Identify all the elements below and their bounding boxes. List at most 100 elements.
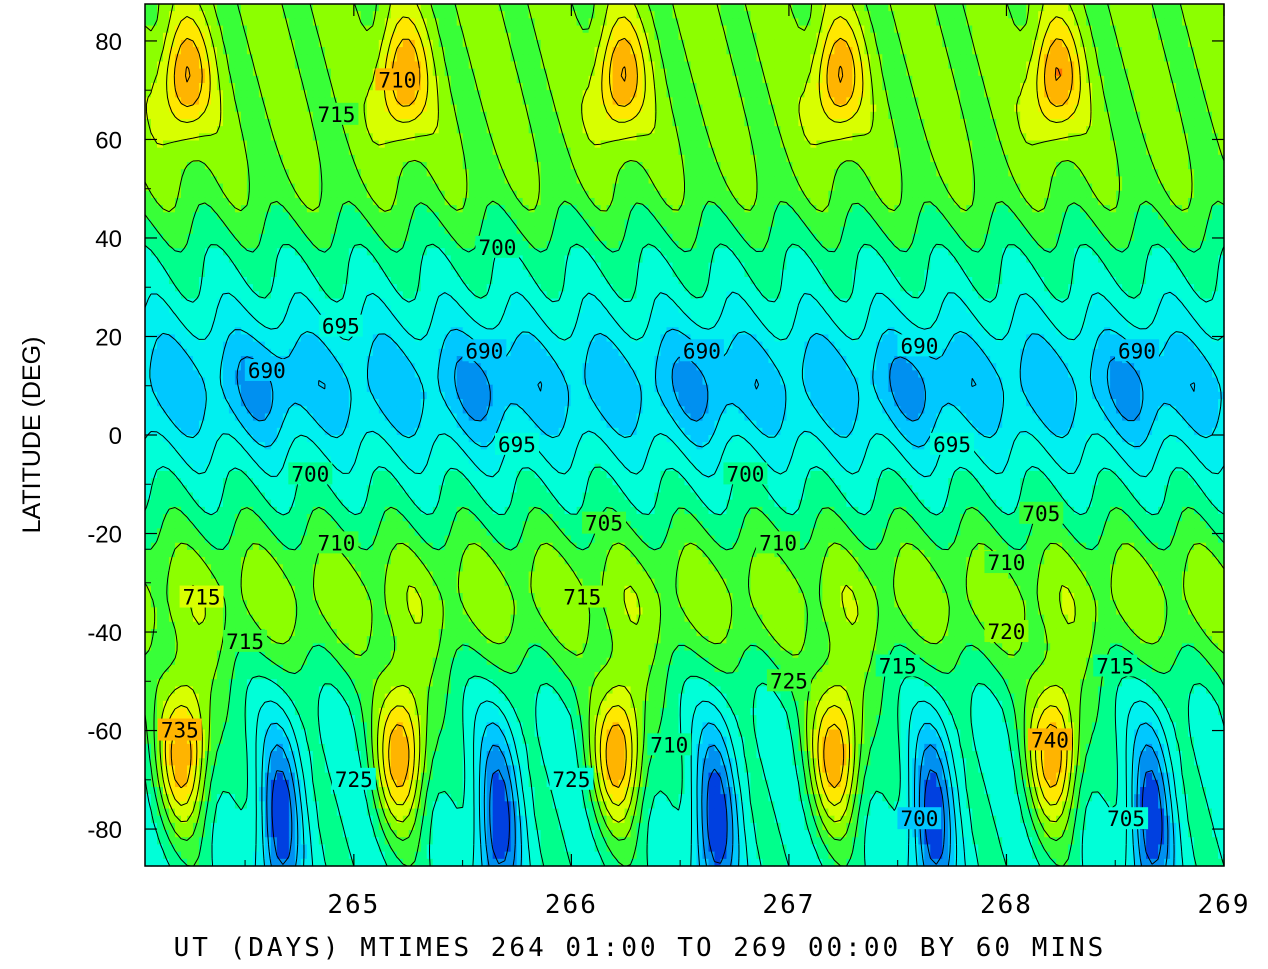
field-cell xyxy=(1008,90,1015,98)
field-cell xyxy=(576,183,584,192)
field-cell xyxy=(1050,83,1057,91)
field-cell xyxy=(666,61,674,70)
field-cell xyxy=(684,140,692,149)
field-cell xyxy=(1026,18,1033,27)
field-cell xyxy=(672,147,680,156)
field-cell xyxy=(1104,140,1111,149)
field-cell xyxy=(306,68,314,77)
field-cell xyxy=(258,39,266,48)
field-cell xyxy=(1050,97,1057,106)
field-cell xyxy=(1134,147,1141,156)
field-cell xyxy=(828,68,835,77)
field-cell xyxy=(600,4,608,12)
field-cell xyxy=(156,104,164,113)
field-cell xyxy=(714,118,722,127)
field-cell xyxy=(576,197,584,206)
field-cell xyxy=(198,61,206,70)
field-cell xyxy=(528,140,536,149)
field-cell xyxy=(984,176,991,185)
field-cell xyxy=(678,75,686,84)
field-cell xyxy=(1080,4,1087,12)
field-cell xyxy=(282,176,290,185)
field-cell xyxy=(312,83,320,91)
field-cell xyxy=(744,83,752,91)
field-cell xyxy=(720,97,728,106)
field-cell xyxy=(492,83,500,91)
field-cell xyxy=(486,183,494,192)
field-cell xyxy=(786,133,793,142)
field-cell xyxy=(582,18,590,27)
field-cell xyxy=(342,39,350,48)
field-cell xyxy=(882,147,889,156)
field-cell xyxy=(264,118,272,127)
field-cell xyxy=(948,18,955,27)
field-cell xyxy=(180,154,188,163)
field-cell xyxy=(996,190,1003,199)
field-cell xyxy=(726,4,734,12)
field-cell xyxy=(468,190,476,199)
field-cell xyxy=(612,90,620,98)
field-cell xyxy=(792,162,799,170)
field-cell xyxy=(1128,169,1135,177)
field-cell xyxy=(1026,97,1033,106)
field-cell xyxy=(768,90,776,98)
field-cell xyxy=(1062,162,1069,170)
field-cell xyxy=(342,169,350,177)
field-cell xyxy=(924,111,931,120)
field-cell xyxy=(1098,176,1105,185)
field-cell xyxy=(900,97,907,106)
field-cell xyxy=(1002,54,1009,63)
field-cell xyxy=(1128,61,1135,70)
field-cell xyxy=(240,18,248,27)
field-cell xyxy=(882,75,889,84)
field-cell xyxy=(1134,176,1141,185)
field-cell xyxy=(978,39,985,48)
field-cell xyxy=(168,68,176,77)
field-cell xyxy=(210,147,218,156)
field-cell xyxy=(1128,83,1135,91)
field-cell xyxy=(654,90,662,98)
field-cell xyxy=(1014,4,1021,12)
field-cell xyxy=(486,75,494,84)
field-cell xyxy=(1206,126,1213,134)
field-cell xyxy=(330,32,338,41)
field-cell xyxy=(798,133,805,142)
field-cell xyxy=(678,190,686,199)
field-cell xyxy=(222,97,230,106)
field-cell xyxy=(594,118,602,127)
field-cell xyxy=(654,176,662,185)
field-cell xyxy=(810,183,817,192)
field-cell xyxy=(546,54,554,63)
field-cell xyxy=(300,11,308,19)
field-cell xyxy=(492,25,500,34)
field-cell xyxy=(1200,126,1207,134)
field-cell xyxy=(1128,118,1135,127)
field-cell xyxy=(816,11,823,19)
field-cell xyxy=(180,176,188,185)
field-cell xyxy=(594,68,602,77)
field-cell xyxy=(954,118,961,127)
field-cell xyxy=(696,169,704,177)
field-cell xyxy=(582,47,590,55)
field-cell xyxy=(996,104,1003,113)
field-cell xyxy=(636,126,644,134)
field-cell xyxy=(1056,39,1063,48)
field-cell xyxy=(594,39,602,48)
field-cell xyxy=(552,190,560,199)
field-cell xyxy=(732,68,740,77)
field-cell xyxy=(636,197,644,206)
field-cell xyxy=(480,39,488,48)
field-cell xyxy=(1080,25,1087,34)
field-cell xyxy=(768,133,776,142)
field-cell xyxy=(750,169,758,177)
field-cell xyxy=(540,75,548,84)
field-cell xyxy=(1194,147,1201,156)
field-cell xyxy=(630,97,638,106)
field-cell xyxy=(876,39,883,48)
field-cell xyxy=(852,68,859,77)
field-cell xyxy=(1158,118,1165,127)
field-cell xyxy=(1134,154,1141,163)
field-cell xyxy=(1050,25,1057,34)
field-cell xyxy=(462,68,470,77)
field-cell xyxy=(222,18,230,27)
